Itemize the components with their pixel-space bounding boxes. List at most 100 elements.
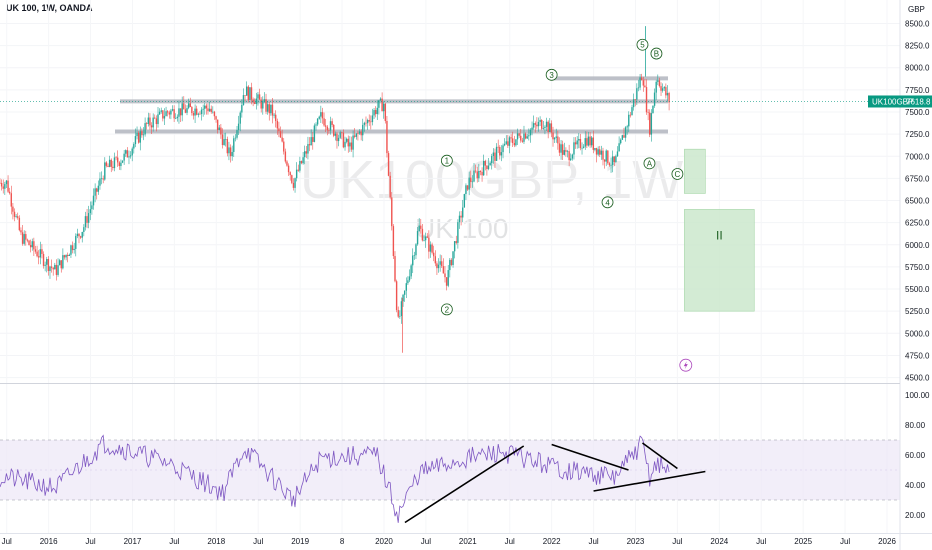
- candle-body: [494, 152, 496, 161]
- time-tick-label: 2020: [375, 537, 393, 546]
- candle-body: [589, 136, 591, 146]
- candle-body: [368, 120, 370, 122]
- candle-body: [229, 147, 232, 157]
- last-price-value: 7618.8: [906, 97, 931, 106]
- candle-body: [2, 186, 4, 189]
- candle-body: [8, 191, 11, 194]
- time-tick-label: 2024: [710, 537, 728, 546]
- candle-body: [645, 87, 648, 113]
- candle-body: [444, 273, 446, 278]
- wave-label-circle: [601, 196, 614, 209]
- candle-body: [539, 119, 541, 122]
- candle-body: [199, 113, 201, 115]
- candle-body: [89, 209, 91, 214]
- candle-body: [141, 131, 143, 136]
- time-tick-label: Jul: [421, 537, 431, 546]
- candle-body: [170, 110, 172, 115]
- candle-body: [541, 119, 543, 129]
- candle-body: [495, 146, 498, 161]
- price-tick-label: 5250.0: [905, 307, 930, 316]
- candle-body: [260, 99, 262, 109]
- candle-body: [457, 222, 459, 243]
- candle-body: [405, 283, 407, 291]
- candle-body: [42, 253, 45, 266]
- time-tick-label: Jul: [85, 537, 95, 546]
- candle-body: [553, 137, 556, 140]
- candle-body: [289, 172, 291, 176]
- candle-body: [271, 104, 274, 116]
- candle-body: [241, 104, 243, 113]
- candle-body: [158, 111, 161, 115]
- candle-body: [520, 135, 522, 141]
- candle-body: [17, 216, 19, 218]
- candle-body: [510, 137, 512, 139]
- candle-body: [608, 163, 611, 166]
- candle-body: [560, 144, 562, 153]
- candle-body: [636, 88, 638, 100]
- candle-body: [602, 150, 604, 160]
- candle-body: [76, 233, 79, 237]
- time-tick-label: 2023: [627, 537, 645, 546]
- candle-body: [481, 171, 483, 176]
- candle-body: [610, 164, 612, 166]
- candle-body: [439, 261, 441, 265]
- candle-body: [563, 150, 565, 155]
- candle-body: [62, 255, 64, 269]
- candle-body: [265, 99, 267, 112]
- candle-body: [233, 138, 235, 152]
- candle-body: [566, 151, 569, 152]
- candle-body: [350, 142, 353, 150]
- candle-body: [403, 290, 406, 295]
- candle-body: [50, 266, 53, 268]
- candle-body: [363, 122, 366, 125]
- time-tick-label: Jul: [840, 537, 850, 546]
- candle-body: [266, 104, 269, 112]
- rsi-tick-label: 40.00: [905, 481, 926, 490]
- time-tick-label: 2019: [291, 537, 309, 546]
- candle-body: [418, 225, 420, 232]
- candle-body: [120, 162, 122, 167]
- candle-body: [305, 151, 308, 154]
- candle-body: [642, 80, 644, 86]
- candle-body: [81, 231, 83, 238]
- candle-body: [70, 245, 72, 255]
- candle-body: [278, 128, 280, 132]
- candle-body: [313, 125, 316, 142]
- candle-body: [515, 139, 517, 146]
- candle-body: [316, 118, 319, 125]
- candle-body: [137, 132, 140, 143]
- candle-body: [315, 124, 317, 126]
- candle-body: [497, 146, 499, 148]
- candle-body: [34, 249, 37, 252]
- candle-body: [242, 95, 245, 105]
- wave-label-circle: [636, 38, 649, 51]
- candle-body: [237, 123, 240, 131]
- candle-body: [286, 161, 288, 166]
- candle-body: [283, 141, 285, 152]
- wave-label: 2: [445, 305, 450, 314]
- candle-body: [399, 316, 401, 317]
- candle-body: [442, 266, 445, 274]
- candle-body: [244, 95, 246, 96]
- candle-body: [112, 166, 114, 169]
- candle-body: [320, 112, 322, 117]
- candle-body: [357, 133, 359, 135]
- candle-body: [531, 127, 533, 130]
- price-tick-label: 6000.0: [905, 241, 930, 250]
- candle-body: [413, 255, 416, 256]
- candle-body: [83, 227, 85, 232]
- candle-body: [178, 108, 180, 117]
- candle-body: [441, 261, 443, 267]
- candle-body: [104, 162, 106, 180]
- candle-body: [394, 256, 396, 282]
- candle-body: [110, 159, 112, 167]
- candle-body: [292, 182, 295, 188]
- candle-body: [571, 154, 574, 159]
- candle-body: [195, 108, 198, 115]
- candle-body: [144, 123, 146, 135]
- candle-body: [366, 120, 369, 124]
- candle-body: [154, 117, 156, 119]
- price-tick-label: 4500.0: [905, 374, 930, 383]
- candle-body: [21, 232, 24, 244]
